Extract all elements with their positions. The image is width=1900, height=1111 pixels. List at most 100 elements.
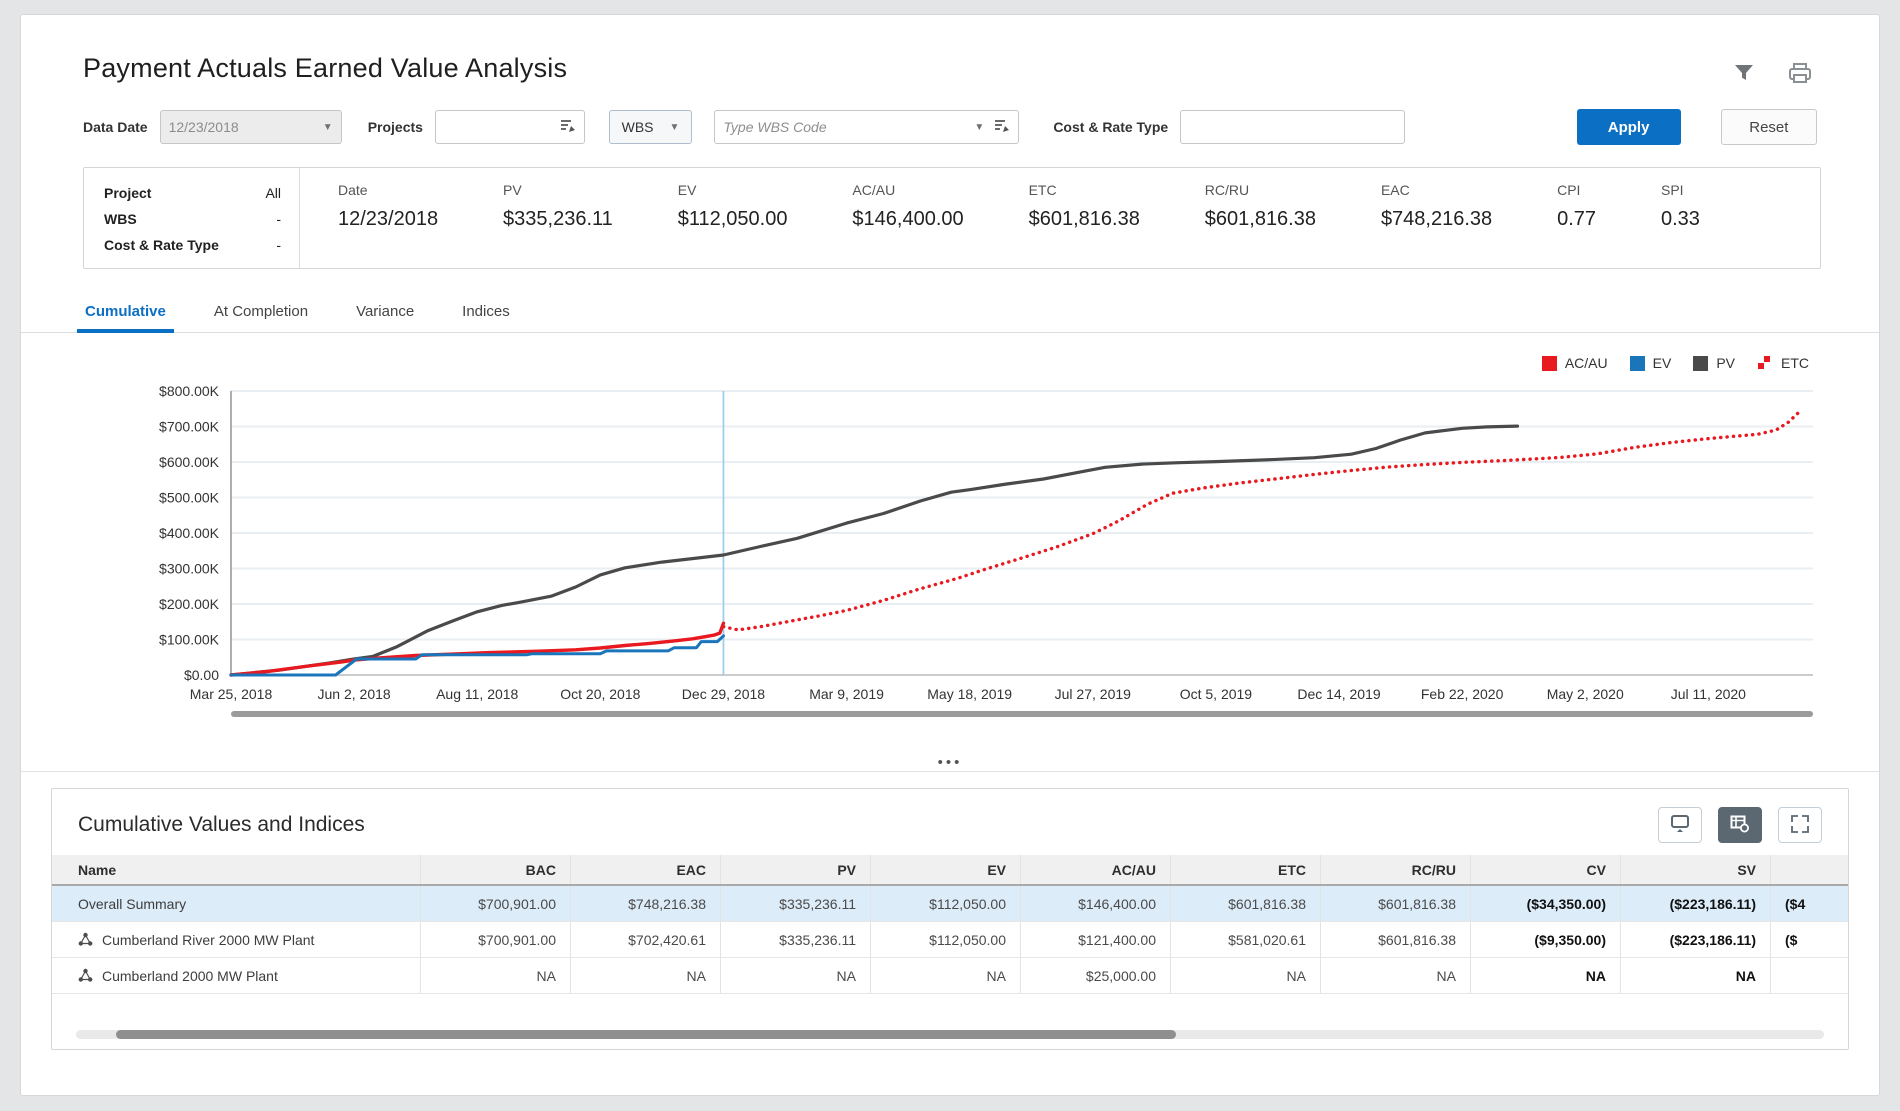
chart-view-icon	[1670, 814, 1690, 836]
legend-item[interactable]: ETC	[1757, 355, 1809, 371]
y-axis-tick-label: $700.00K	[159, 419, 220, 435]
horizontal-scrollbar-track[interactable]	[76, 1030, 1824, 1039]
data-date-field[interactable]: 12/23/2018 ▼	[159, 110, 342, 144]
column-header[interactable]: CV	[1470, 855, 1620, 884]
apply-button[interactable]: Apply	[1576, 109, 1681, 145]
x-axis-tick-label: Dec 14, 2019	[1297, 686, 1380, 702]
metric-value: $748,216.38	[1380, 208, 1493, 230]
legend-label: PV	[1716, 355, 1735, 371]
table-row[interactable]: Cumberland River 2000 MW Plant $700,901.0…	[52, 922, 1848, 958]
chevron-down-icon: ▼	[669, 121, 680, 133]
y-axis-tick-label: $300.00K	[159, 561, 220, 577]
column-header[interactable]: Name	[78, 861, 117, 878]
chevron-down-icon[interactable]: ▼	[974, 121, 985, 133]
picker-icon[interactable]	[560, 119, 576, 136]
metric-value: $601,816.38	[1028, 208, 1140, 230]
table-row[interactable]: Cumberland 2000 MW Plant NA NA NA NA $25,000.…	[52, 958, 1848, 994]
table-cell: NA	[570, 958, 720, 993]
print-button[interactable]	[1787, 61, 1813, 87]
printer-icon	[1788, 62, 1812, 87]
column-header[interactable]: PV	[720, 855, 870, 884]
chart-scrollbar[interactable]	[231, 711, 1813, 717]
summary-metric: AC/AU $146,400.00	[852, 182, 963, 268]
column-header[interactable]: EAC	[570, 855, 720, 884]
y-axis-tick-label: $400.00K	[159, 525, 220, 541]
y-axis-tick-label: $0.00	[184, 667, 219, 683]
metric-label: SPI	[1660, 182, 1684, 198]
table-cell: NA	[1620, 958, 1770, 993]
scope-row: WBS -	[104, 206, 281, 232]
scope-label: Cost & Rate Type	[104, 237, 219, 253]
column-header[interactable]: BAC	[420, 855, 570, 884]
column-header[interactable]	[1770, 855, 1848, 884]
values-panel: Cumulative Values and Indices	[51, 788, 1849, 1050]
summary-metric: RC/RU $601,816.38	[1205, 182, 1316, 268]
grid-view-button[interactable]	[1718, 807, 1762, 843]
legend-label: EV	[1652, 355, 1672, 371]
reset-button[interactable]: Reset	[1720, 109, 1818, 145]
table-cell	[1770, 958, 1848, 993]
x-axis-tick-label: Jun 2, 2018	[318, 686, 391, 702]
column-header[interactable]: RC/RU	[1320, 855, 1470, 884]
tab-cumulative[interactable]: Cumulative	[77, 295, 174, 333]
projects-input[interactable]	[443, 119, 560, 135]
horizontal-scrollbar-thumb[interactable]	[116, 1030, 1176, 1039]
column-header[interactable]: AC/AU	[1020, 855, 1170, 884]
metric-value: $146,400.00	[852, 208, 964, 230]
column-header[interactable]: ETC	[1170, 855, 1320, 884]
row-name-cell: Cumberland River 2000 MW Plant	[52, 922, 420, 957]
scope-row: Project All	[104, 180, 281, 206]
y-axis-tick-label: $600.00K	[159, 454, 220, 470]
metric-label: EV	[677, 182, 697, 198]
row-name-cell: Cumberland 2000 MW Plant	[52, 958, 420, 993]
tab-indices[interactable]: Indices	[462, 303, 510, 320]
x-axis-tick-label: Feb 22, 2020	[1421, 686, 1504, 702]
cost-rate-input[interactable]	[1189, 119, 1396, 135]
x-axis-tick-label: Oct 20, 2018	[560, 686, 640, 702]
metric-value: $112,050.00	[677, 208, 788, 230]
column-header[interactable]: EV	[870, 855, 1020, 884]
chart-view-button[interactable]	[1658, 807, 1702, 843]
scope-row: Cost & Rate Type -	[104, 232, 281, 258]
metric-value: 12/23/2018	[338, 208, 439, 230]
legend-item[interactable]: EV	[1629, 355, 1672, 371]
metric-label: RC/RU	[1204, 182, 1250, 198]
series-etc	[721, 408, 1803, 632]
summary-metric: EAC $748,216.38	[1381, 182, 1492, 268]
table-cell: NA	[420, 958, 570, 993]
splitter-dots: •••	[937, 754, 963, 771]
x-axis-tick-label: Mar 25, 2018	[190, 686, 273, 702]
panel-title: Cumulative Values and Indices	[78, 813, 365, 836]
wbs-code-field[interactable]: Type WBS Code ▼	[714, 110, 1020, 144]
legend-item[interactable]: PV	[1693, 355, 1735, 371]
column-header[interactable]: SV	[1620, 855, 1770, 884]
main-card: Payment Actuals Earned Value Analysis Da…	[20, 14, 1880, 1096]
x-axis-tick-label: Mar 9, 2019	[809, 686, 884, 702]
table-row[interactable]: Overall Summary $700,901.00 $748,216.38 $33…	[52, 886, 1848, 922]
expand-button[interactable]	[1778, 807, 1822, 843]
page-title: Payment Actuals Earned Value Analysis	[83, 53, 568, 83]
summary-metric: Date 12/23/2018	[338, 182, 438, 268]
filter-button[interactable]	[1731, 61, 1757, 87]
tab-at-completion[interactable]: At Completion	[213, 303, 309, 320]
picker-icon[interactable]	[994, 119, 1010, 136]
wbs-dropdown-button[interactable]: WBS ▼	[608, 110, 693, 144]
summary-metric: ETC $601,816.38	[1029, 182, 1140, 268]
wbs-code-placeholder: Type WBS Code	[723, 119, 827, 135]
summary-metric: SPI 0.33	[1661, 182, 1700, 268]
series-ac-au	[229, 621, 726, 677]
legend-swatch-icon	[1541, 355, 1557, 371]
tab-variance[interactable]: Variance	[356, 303, 415, 320]
legend-item[interactable]: AC/AU	[1541, 355, 1608, 371]
table-cell: $702,420.61	[570, 922, 720, 957]
table-cell: ($9,350.00)	[1470, 922, 1620, 957]
project-icon	[78, 968, 93, 983]
scope-label: WBS	[104, 211, 137, 227]
x-axis-tick-label: May 2, 2020	[1547, 686, 1624, 702]
x-axis-tick-label: Jul 11, 2020	[1671, 686, 1746, 702]
row-name: Cumberland River 2000 MW Plant	[102, 931, 315, 948]
panel-splitter[interactable]: •••	[21, 754, 1879, 772]
summary-metric: PV $335,236.11	[503, 182, 613, 268]
table-cell: $748,216.38	[570, 886, 720, 921]
metric-value: $335,236.11	[503, 208, 613, 230]
